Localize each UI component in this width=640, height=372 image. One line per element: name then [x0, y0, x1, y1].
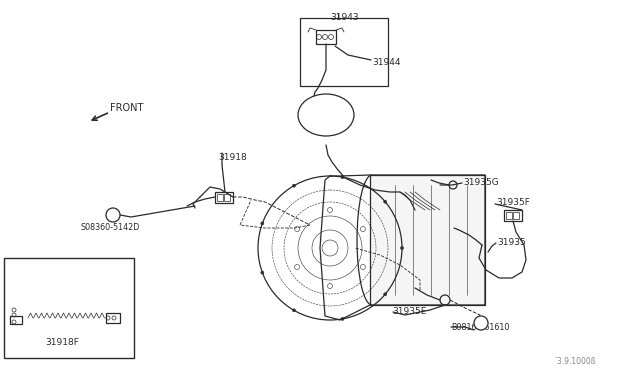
- Bar: [316, 30, 336, 44]
- Bar: [224, 194, 230, 201]
- Text: S: S: [110, 211, 116, 219]
- Text: 31935G: 31935G: [463, 178, 499, 187]
- Text: B: B: [478, 318, 484, 327]
- Text: 31918: 31918: [218, 153, 247, 162]
- Text: 31918F: 31918F: [45, 338, 79, 347]
- Bar: [4, 258, 134, 358]
- Text: B08160-61610: B08160-61610: [451, 323, 509, 332]
- Circle shape: [261, 222, 264, 225]
- Circle shape: [261, 271, 264, 274]
- Bar: [106, 313, 120, 323]
- Text: ´3.9.1000ß: ´3.9.1000ß: [554, 357, 596, 366]
- Bar: [370, 175, 485, 305]
- Circle shape: [292, 309, 296, 312]
- Bar: [217, 194, 223, 201]
- Text: 31943: 31943: [330, 13, 358, 22]
- Circle shape: [292, 184, 296, 187]
- Circle shape: [341, 176, 344, 179]
- Text: FRONT: FRONT: [110, 103, 143, 113]
- Text: 31935: 31935: [497, 238, 525, 247]
- Circle shape: [383, 200, 387, 203]
- Text: 31944: 31944: [372, 58, 401, 67]
- Circle shape: [474, 316, 488, 330]
- Circle shape: [383, 293, 387, 296]
- Circle shape: [401, 247, 403, 250]
- Bar: [506, 212, 512, 219]
- Text: 31935F: 31935F: [496, 198, 530, 207]
- Bar: [10, 316, 22, 324]
- Text: S08360-5142D: S08360-5142D: [80, 223, 140, 232]
- Circle shape: [106, 208, 120, 222]
- Text: 31935E: 31935E: [392, 307, 426, 316]
- Bar: [215, 192, 233, 203]
- Bar: [300, 18, 388, 86]
- Bar: [504, 210, 522, 221]
- Circle shape: [341, 317, 344, 320]
- Bar: [513, 212, 519, 219]
